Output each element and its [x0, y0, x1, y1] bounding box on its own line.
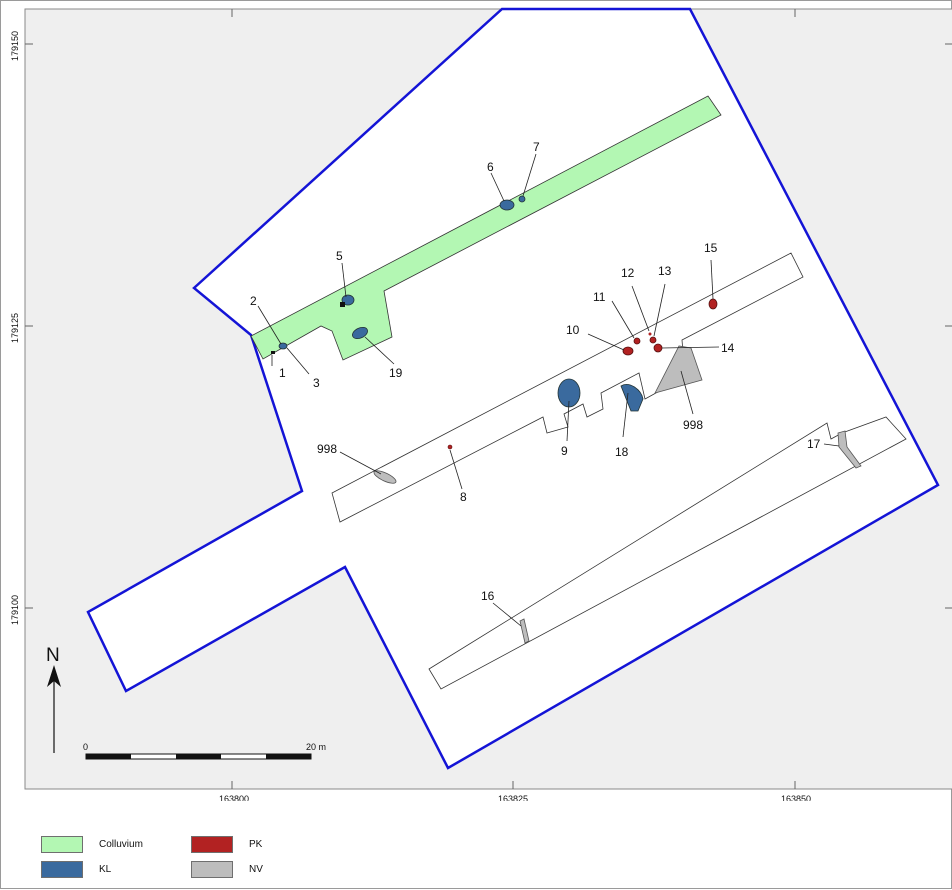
leader-8 — [449, 449, 463, 490]
label-14: 14 — [721, 341, 735, 355]
legend-swatch-nv — [191, 861, 233, 878]
kl-feature-19 — [352, 326, 368, 340]
leader-16 — [492, 602, 522, 627]
trench-lower — [428, 416, 907, 690]
x-tick-label-1: 163800 — [219, 794, 249, 801]
legend: Colluvium PK KL NV — [1, 802, 952, 890]
leader-5 — [341, 262, 347, 298]
leader-998a — [339, 451, 382, 475]
label-6: 6 — [487, 160, 494, 174]
label-12: 12 — [621, 266, 635, 280]
trench-middle — [331, 252, 804, 523]
scale-bar-segment-3 — [176, 754, 221, 759]
kl-feature-2 — [278, 342, 288, 350]
label-10: 10 — [566, 323, 580, 337]
leader-lines — [257, 153, 840, 627]
label-3: 3 — [313, 376, 320, 390]
y-tick-label-2: 179125 — [10, 313, 20, 343]
label-9: 9 — [561, 444, 568, 458]
legend-swatch-kl — [41, 861, 83, 878]
legend-label-pk: PK — [249, 839, 263, 850]
leader-18 — [622, 392, 629, 438]
legend-item-colluvium: Colluvium — [41, 836, 143, 853]
pk-feature-15 — [708, 298, 718, 310]
kl-feature-18 — [620, 384, 644, 412]
x-tick-label-2: 163825 — [498, 794, 528, 801]
legend-item-nv: NV — [191, 861, 263, 878]
label-13: 13 — [658, 264, 672, 278]
label-5: 5 — [336, 249, 343, 263]
north-arrow-icon — [47, 665, 61, 687]
leader-7 — [522, 153, 537, 197]
label-19: 19 — [389, 366, 403, 380]
y-tick-label-3: 179100 — [10, 595, 20, 625]
leader-14 — [661, 346, 720, 349]
leader-15 — [710, 259, 714, 300]
leader-11 — [611, 300, 635, 339]
label-2: 2 — [250, 294, 257, 308]
leader-2 — [257, 305, 282, 345]
label-17: 17 — [807, 437, 821, 451]
legend-label-kl: KL — [99, 864, 112, 875]
label-18: 18 — [615, 445, 629, 459]
y-tick-label-1: 179150 — [10, 31, 20, 61]
legend-label-colluvium: Colluvium — [99, 839, 143, 850]
scale-bar-segment-5 — [266, 754, 311, 759]
leader-6 — [490, 172, 505, 202]
scale-bar: 0 20 m — [83, 742, 326, 760]
leader-3 — [286, 347, 310, 375]
pk-feature-10 — [622, 346, 634, 356]
legend-label-nv: NV — [249, 864, 263, 875]
label-1: 1 — [279, 366, 286, 380]
north-label: N — [46, 645, 60, 666]
label-16: 16 — [481, 589, 495, 603]
black-marker-5 — [340, 302, 345, 307]
label-8: 8 — [460, 490, 467, 504]
nv-feature-16 — [519, 618, 530, 644]
leader-10 — [587, 333, 625, 351]
kl-feature-7 — [518, 195, 526, 203]
leader-17 — [823, 443, 840, 447]
x-tick-label-3: 163850 — [781, 794, 811, 801]
legend-item-pk: PK — [191, 836, 262, 853]
label-998a: 998 — [317, 442, 337, 456]
label-998b: 998 — [683, 418, 703, 432]
north-arrow: N — [46, 645, 61, 753]
nv-feature-998a — [373, 470, 397, 484]
feature-labels: 1 2 3 5 6 7 8 9 10 11 12 13 14 15 16 17 … — [250, 140, 821, 603]
legend-swatch-pk — [191, 836, 233, 853]
pk-feature-14 — [653, 343, 663, 353]
label-15: 15 — [704, 241, 718, 255]
legend-item-kl: KL — [41, 861, 111, 878]
scale-end-label: 20 m — [306, 742, 326, 752]
pk-feature-13 — [649, 336, 657, 344]
pk-feature-12 — [648, 332, 652, 336]
leader-12 — [631, 285, 650, 332]
colluvium-area — [250, 95, 722, 361]
leader-13 — [653, 283, 666, 337]
kl-feature-6 — [499, 199, 515, 211]
nv-feature-17 — [837, 430, 862, 469]
label-7: 7 — [533, 140, 540, 154]
nv-feature-998b — [654, 345, 703, 394]
legend-swatch-colluvium — [41, 836, 83, 853]
black-marker-1 — [271, 351, 275, 354]
label-11: 11 — [593, 290, 606, 304]
scale-bar-segment-1 — [86, 754, 131, 759]
pk-feature-8 — [447, 444, 453, 450]
pk-feature-11 — [633, 337, 641, 345]
map-canvas: 163800 163825 163850 179150 179125 17910… — [10, 7, 952, 801]
leader-998b — [680, 370, 694, 415]
leader-9 — [566, 400, 570, 442]
excavation-boundary — [86, 7, 940, 770]
leader-19 — [364, 336, 395, 365]
scale-start-label: 0 — [83, 742, 88, 752]
